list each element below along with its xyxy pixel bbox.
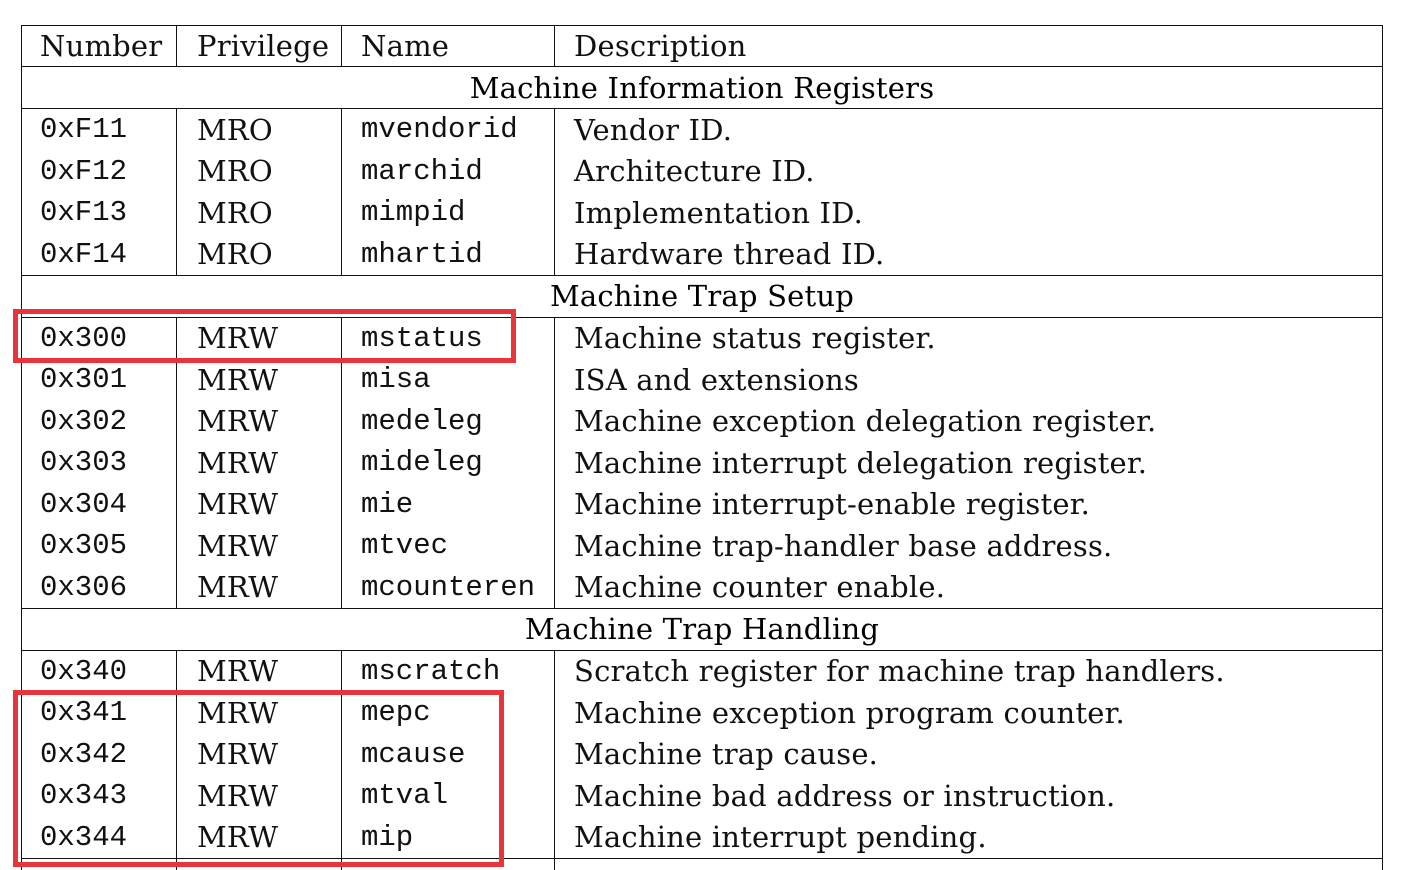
register-description: Vendor ID.: [574, 112, 733, 147]
register-description: ISA and extensions: [574, 362, 860, 397]
register-number: 0x305: [40, 529, 128, 563]
register-privilege: MRW: [197, 737, 279, 772]
register-description: Machine bad address or instruction.: [574, 778, 1116, 813]
register-privilege: MRW: [197, 528, 279, 563]
register-number: 0x306: [40, 570, 128, 604]
register-privilege: MRO: [197, 237, 273, 271]
register-number: 0x342: [40, 737, 128, 771]
section-header-row: Machine Trap Setup: [22, 275, 1382, 318]
register-privilege: MRW: [197, 321, 279, 356]
table-row: 0xF14 MRO mhartid Hardware thread ID.: [21, 234, 1383, 276]
register-name: mip: [361, 820, 414, 854]
register-description: Implementation ID.: [574, 195, 864, 230]
register-privilege: MRW: [197, 404, 279, 439]
register-description: Machine interrupt delegation register.: [574, 445, 1148, 480]
register-number: 0xF14: [40, 237, 128, 271]
register-name: marchid: [361, 154, 483, 188]
section-header-row: Machine Information Registers: [22, 67, 1382, 109]
header-privilege: Privilege: [197, 29, 330, 63]
register-number: 0x341: [40, 696, 128, 730]
register-privilege: MRW: [197, 695, 279, 730]
register-number: 0x300: [40, 321, 128, 355]
register-privilege: MRW: [197, 487, 279, 522]
register-name: mcounteren: [361, 570, 536, 604]
register-privilege: MRO: [197, 154, 273, 189]
register-privilege: MRW: [197, 654, 279, 689]
register-privilege: MRW: [197, 778, 279, 813]
column-divider: [554, 25, 555, 870]
section-header-row: Machine Trap Handling: [22, 608, 1382, 651]
register-name: medeleg: [361, 404, 483, 438]
register-name: mcause: [361, 737, 466, 771]
register-number: 0x301: [40, 363, 128, 397]
table-row: 0x341 MRW mepc Machine exception program co…: [21, 692, 1383, 734]
register-name: mideleg: [361, 446, 483, 480]
table-row: 0xF12 MRO marchid Architecture ID.: [21, 151, 1383, 193]
table-row: 0x304 MRW mie Machine interrupt-enable regi…: [21, 484, 1383, 526]
register-name: mstatus: [361, 321, 483, 355]
register-description: Machine exception program counter.: [574, 695, 1125, 730]
section-title: Machine Trap Handling: [524, 612, 880, 646]
header-name: Name: [361, 29, 450, 63]
register-name: mtvec: [361, 529, 449, 563]
register-description: Architecture ID.: [574, 154, 815, 189]
register-number: 0x303: [40, 446, 128, 480]
register-name: mimpid: [361, 196, 466, 230]
table-row: 0x305 MRW mtvec Machine trap-handler base a…: [21, 525, 1383, 567]
register-name: mie: [361, 487, 414, 521]
register-name: misa: [361, 363, 431, 397]
register-name: mhartid: [361, 237, 483, 271]
column-divider: [341, 25, 342, 870]
register-name: mtval: [361, 779, 449, 813]
register-description: Machine status register.: [574, 321, 936, 356]
register-privilege: MRW: [197, 820, 279, 854]
table-row: 0x300 MRW mstatus Machine status register.: [21, 318, 1383, 360]
section-title: Machine Trap Setup: [549, 279, 855, 313]
table-row: 0x344 MRW mip Machine interrupt pending.: [21, 817, 1383, 859]
register-number: 0x304: [40, 487, 128, 521]
table-row: 0xF13 MRO mimpid Implementation ID.: [21, 192, 1383, 234]
register-number: 0x302: [40, 404, 128, 438]
register-description: Machine trap cause.: [574, 737, 879, 772]
register-number: 0x340: [40, 654, 128, 688]
table-row: 0x306 MRW mcounteren Machine counter enable…: [21, 567, 1383, 609]
header-number: Number: [40, 29, 163, 63]
register-description: Machine interrupt pending.: [574, 820, 987, 854]
table-header-row: Number Privilege Name Description: [21, 25, 1383, 67]
register-description: Machine exception delegation register.: [574, 404, 1157, 439]
register-number: 0xF13: [40, 196, 128, 230]
register-description: Hardware thread ID.: [574, 237, 885, 271]
table-row: 0x343 MRW mtval Machine bad address or inst…: [21, 775, 1383, 817]
register-name: mepc: [361, 696, 431, 730]
table-row: 0x340 MRW mscratch Scratch register for mac…: [21, 651, 1383, 693]
column-divider: [176, 25, 177, 870]
register-name: mvendorid: [361, 113, 518, 147]
table-row: 0xF11 MRO mvendorid Vendor ID.: [21, 109, 1383, 151]
register-description: Scratch register for machine trap handle…: [574, 654, 1225, 689]
register-number: 0x344: [40, 820, 128, 854]
register-number: 0xF12: [40, 154, 128, 188]
register-privilege: MRW: [197, 445, 279, 480]
register-name: mscratch: [361, 654, 501, 688]
register-privilege: MRO: [197, 112, 273, 147]
register-description: Machine counter enable.: [574, 570, 946, 604]
register-description: Machine interrupt-enable register.: [574, 487, 1091, 522]
table-row: 0x301 MRW misa ISA and extensions: [21, 359, 1383, 401]
table-row: 0x303 MRW mideleg Machine interrupt delegat…: [21, 442, 1383, 484]
csr-table: [21, 25, 1383, 870]
header-description: Description: [574, 29, 747, 63]
register-number: 0x343: [40, 779, 128, 813]
register-privilege: MRW: [197, 362, 279, 397]
section-title: Machine Information Registers: [469, 70, 935, 105]
register-privilege: MRW: [197, 570, 279, 604]
register-number: 0xF11: [40, 113, 128, 147]
table-body: Number Privilege Name Description Machin…: [21, 25, 1383, 859]
register-description: Machine trap-handler base address.: [574, 528, 1113, 563]
table-row: 0x302 MRW medeleg Machine exception delegat…: [21, 401, 1383, 443]
register-privilege: MRO: [197, 195, 273, 230]
table-row: 0x342 MRW mcause Machine trap cause.: [21, 734, 1383, 776]
